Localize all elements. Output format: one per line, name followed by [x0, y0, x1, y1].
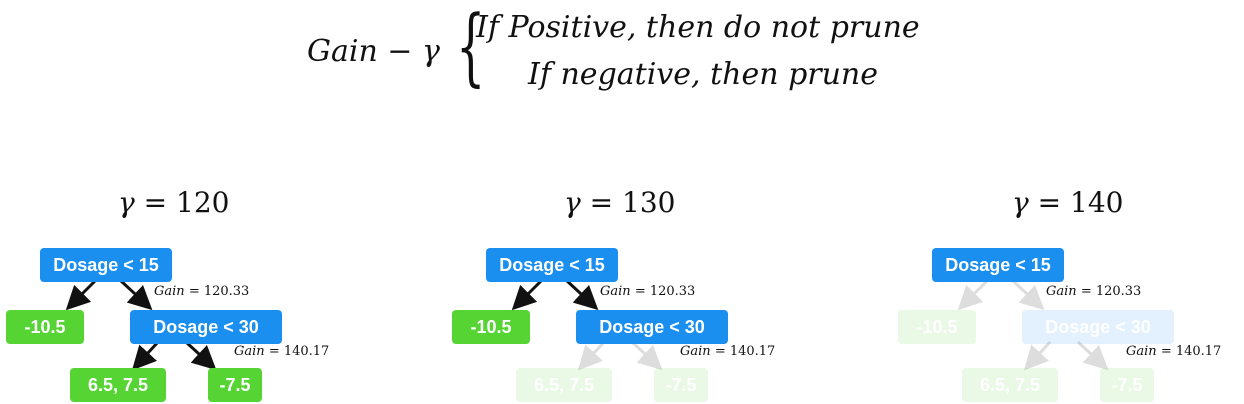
leaf-a: 6.5, 7.5	[516, 368, 612, 402]
left-leaf: -10.5	[452, 310, 530, 344]
root-gain: Gain = 120.33	[1046, 284, 1142, 299]
formula-case-negative: If negative, then prune	[528, 57, 879, 92]
edge-child-leaf-b	[1076, 340, 1109, 371]
edge-child-leaf-b	[630, 340, 663, 371]
edge-root-left	[957, 278, 990, 311]
root-node: Dosage < 15	[932, 248, 1064, 282]
gamma-symbol: γ	[118, 186, 135, 219]
gamma-symbol: γ	[1012, 186, 1029, 219]
gamma-value: = 140	[1037, 186, 1124, 219]
edge-child-leaf-a	[131, 340, 160, 371]
tree-gamma-120: Dosage < 15 Gain = 120.33 -10.5 Dosage <…	[4, 240, 364, 404]
tree-edges	[957, 278, 1109, 371]
edge-root-child	[1010, 278, 1045, 311]
pruning-formula: Gain − γ { If Positive, then do not prun…	[0, 0, 1244, 110]
formula-case-positive: If Positive, then do not prune	[476, 10, 920, 45]
left-leaf: -10.5	[6, 310, 84, 344]
tree-edges	[65, 278, 217, 371]
edge-child-leaf-a	[577, 340, 606, 371]
left-leaf: -10.5	[898, 310, 976, 344]
tree-gamma-130: Dosage < 15 Gain = 120.33 -10.5 Dosage <…	[450, 240, 810, 404]
root-gain: Gain = 120.33	[600, 284, 696, 299]
edge-root-child	[564, 278, 599, 311]
child-node: Dosage < 30	[1022, 310, 1174, 344]
gamma-label-3: γ = 140	[1012, 186, 1123, 219]
tree-edges	[511, 278, 663, 371]
gamma-value: = 130	[589, 186, 676, 219]
gamma-label-2: γ = 130	[564, 186, 675, 219]
child-gain: Gain = 140.17	[680, 344, 776, 359]
edge-child-leaf-b	[184, 340, 217, 371]
leaf-b: -7.5	[1100, 368, 1154, 402]
leaf-b: -7.5	[654, 368, 708, 402]
root-node: Dosage < 15	[486, 248, 618, 282]
leaf-b: -7.5	[208, 368, 262, 402]
formula-gain-minus-gamma: Gain − γ	[307, 34, 440, 69]
edge-root-left	[65, 278, 98, 311]
gamma-value: = 120	[143, 186, 230, 219]
child-node: Dosage < 30	[130, 310, 282, 344]
child-gain: Gain = 140.17	[1126, 344, 1222, 359]
edge-child-leaf-a	[1023, 340, 1052, 371]
edge-root-left	[511, 278, 544, 311]
tree-gamma-140: Dosage < 15 Gain = 120.33 -10.5 Dosage <…	[896, 240, 1244, 404]
child-node: Dosage < 30	[576, 310, 728, 344]
root-gain: Gain = 120.33	[154, 284, 250, 299]
child-gain: Gain = 140.17	[234, 344, 330, 359]
formula-brace: {	[456, 0, 486, 95]
gamma-symbol: γ	[564, 186, 581, 219]
leaf-a: 6.5, 7.5	[70, 368, 166, 402]
root-node: Dosage < 15	[40, 248, 172, 282]
edge-root-child	[118, 278, 153, 311]
gamma-label-1: γ = 120	[118, 186, 229, 219]
leaf-a: 6.5, 7.5	[962, 368, 1058, 402]
